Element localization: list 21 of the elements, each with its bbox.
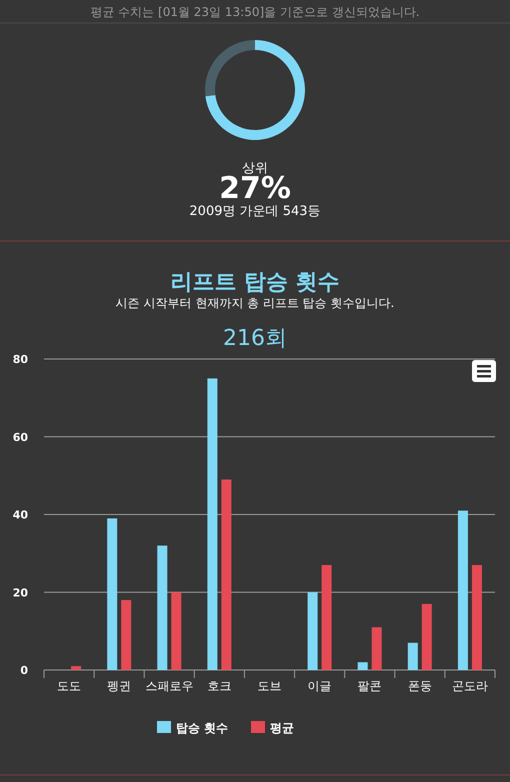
x-tick-label: 스패로우	[145, 679, 194, 693]
chart-subtitle: 시즌 시작부터 현재까지 총 리프트 탑승 횟수입니다.	[116, 296, 394, 310]
text: 216회	[223, 326, 287, 351]
chart-title: 리프트 탑승 횟수	[170, 270, 340, 295]
legend-label: 평균	[270, 721, 294, 735]
text: 2009명 가운데 543등	[189, 204, 321, 219]
y-tick-label: 40	[12, 508, 28, 522]
x-tick-label: 팔콘	[358, 679, 382, 693]
x-tick-label: 호크	[207, 679, 232, 693]
x-tick-label: 도브	[258, 679, 282, 693]
x-tick-label: 도도	[57, 679, 82, 693]
y-tick-label: 0	[20, 664, 28, 677]
x-tick-label: 펭귄	[107, 679, 132, 693]
y-tick-label: 20	[12, 586, 28, 600]
x-tick-label: 이글	[308, 679, 332, 693]
x-tick-label: 곤도라	[452, 679, 488, 693]
x-tick-label: 폰둥	[408, 679, 432, 693]
legend-label: 탑승 횟수	[176, 721, 228, 735]
y-tick-label: 60	[12, 430, 28, 444]
y-tick-label: 80	[12, 353, 28, 366]
text: 평균 수치는 [01월 23일 13:50]을 기준으로 갱신되었습니다.	[90, 5, 420, 19]
